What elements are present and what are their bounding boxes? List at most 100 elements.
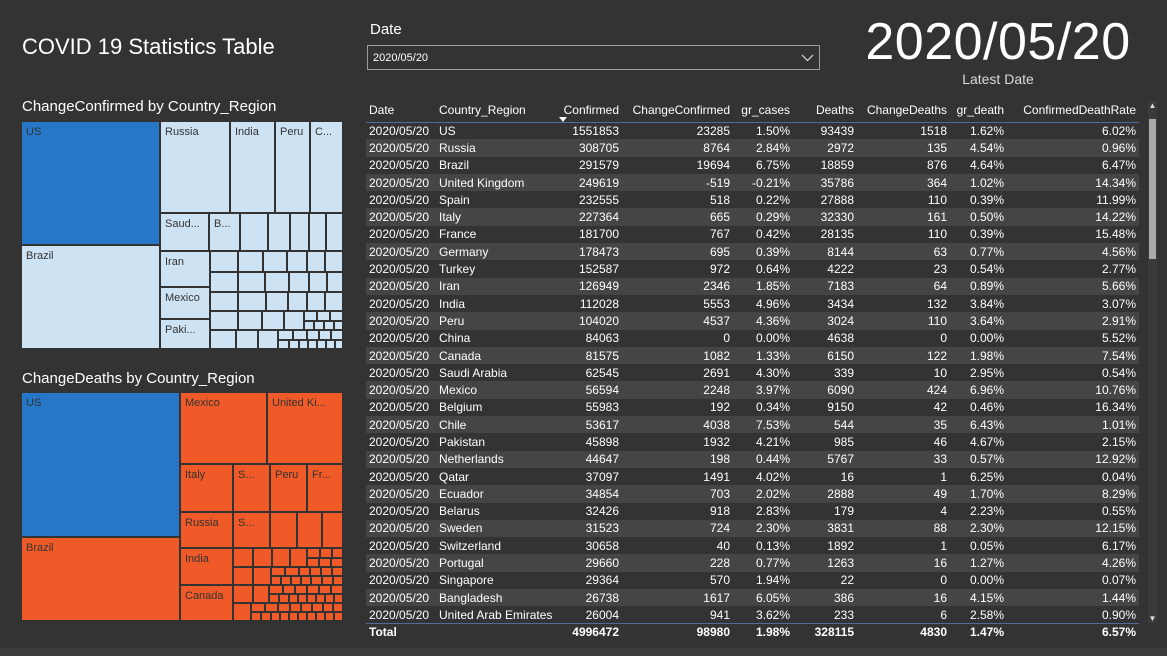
table-row[interactable]: 2020/05/20 United Arab Emirates 26004 941 3.… <box>366 606 1139 624</box>
column-header-confirmed[interactable]: Confirmed <box>556 98 622 123</box>
tile-small[interactable] <box>272 548 290 567</box>
tile-india[interactable]: India <box>180 548 233 585</box>
tile-small[interactable] <box>307 585 319 594</box>
tile-small[interactable] <box>210 330 236 349</box>
tile-small[interactable] <box>238 272 265 292</box>
tile-small[interactable] <box>325 612 334 621</box>
scroll-up-icon[interactable]: ▲ <box>1148 101 1157 110</box>
tile-small[interactable] <box>331 558 343 567</box>
table-row[interactable]: 2020/05/20 Pakistan 45898 1932 4.21% 985 46 4.6… <box>366 433 1139 451</box>
tile-small[interactable] <box>269 585 283 594</box>
tile-mexico[interactable]: Mexico <box>160 287 210 319</box>
tile-small[interactable] <box>233 603 251 621</box>
tile-small[interactable] <box>271 612 280 621</box>
tile-small[interactable] <box>233 567 253 585</box>
table-row[interactable]: 2020/05/20 France 181700 767 0.42% 28135 110 0.… <box>366 225 1139 244</box>
tile-small[interactable] <box>270 512 297 548</box>
tile-small[interactable] <box>295 585 307 594</box>
date-slicer-dropdown[interactable]: 2020/05/20 <box>367 45 820 70</box>
table-row[interactable]: 2020/05/20 Brazil 291579 19694 6.75% 18859 876… <box>366 156 1139 174</box>
tile-small[interactable] <box>289 340 299 349</box>
tile-small[interactable] <box>233 585 253 603</box>
tile-small[interactable] <box>293 330 307 340</box>
tile-peru[interactable]: Peru <box>270 464 307 512</box>
tile-c[interactable]: C... <box>310 121 343 213</box>
tile-small[interactable] <box>265 603 278 612</box>
table-row[interactable]: 2020/05/20 Mexico 56594 2248 3.97% 6090 424 6.9… <box>366 381 1139 399</box>
tile-small[interactable] <box>307 330 319 340</box>
tile-small[interactable] <box>327 272 343 292</box>
tile-small[interactable] <box>304 321 314 330</box>
tile-small[interactable] <box>316 594 325 603</box>
table-row[interactable]: 2020/05/20 Switzerland 30658 40 0.13% 1892 1 0.… <box>366 537 1139 555</box>
tile-india[interactable]: India <box>230 121 275 213</box>
column-header-change-deaths[interactable]: ChangeDeaths <box>857 98 950 123</box>
table-scrollbar[interactable]: ▲ ▼ <box>1148 101 1157 623</box>
tile-small[interactable] <box>311 576 322 585</box>
tile-small[interactable] <box>297 512 322 548</box>
scrollbar-thumb[interactable] <box>1149 119 1156 259</box>
column-header-gr-cases[interactable]: gr_cases <box>733 98 793 123</box>
tile-small[interactable] <box>238 251 263 272</box>
tile-small[interactable] <box>333 603 343 612</box>
table-row[interactable]: 2020/05/20 Sweden 31523 724 2.30% 3831 88 2.30%… <box>366 519 1139 538</box>
tile-small[interactable] <box>309 213 326 251</box>
tile-small[interactable] <box>265 272 289 292</box>
column-header-date[interactable]: Date <box>366 98 436 123</box>
tile-small[interactable] <box>301 603 312 612</box>
tile-small[interactable] <box>321 567 332 576</box>
tile-small[interactable] <box>322 576 333 585</box>
tile-small[interactable] <box>271 576 281 585</box>
tile-peru[interactable]: Peru <box>275 121 310 213</box>
tile-small[interactable] <box>334 594 343 603</box>
table-row[interactable]: 2020/05/20 Italy 227364 665 0.29% 32330 161 0.5… <box>366 208 1139 226</box>
tile-small[interactable] <box>332 548 343 558</box>
tile-small[interactable] <box>307 594 316 603</box>
tile-small[interactable] <box>325 292 343 311</box>
tile-small[interactable] <box>271 567 285 576</box>
tile-russia[interactable]: Russia <box>160 121 230 213</box>
tile-small[interactable] <box>278 330 293 340</box>
table-row[interactable]: 2020/05/20 Ecuador 34854 703 2.02% 2888 49 1.70… <box>366 485 1139 503</box>
table-row[interactable]: 2020/05/20 United Kingdom 249619 -519 -0.21%… <box>366 173 1139 192</box>
tile-small[interactable] <box>278 603 290 612</box>
table-row[interactable]: 2020/05/20 Chile 53617 4038 7.53% 544 35 6.43% 1… <box>366 416 1139 434</box>
tile-small[interactable] <box>298 612 307 621</box>
tile-brazil[interactable]: Brazil <box>21 245 160 349</box>
table-row[interactable]: 2020/05/20 Singapore 29364 570 1.94% 22 0 0.00%… <box>366 571 1139 590</box>
tile-small[interactable] <box>331 585 343 594</box>
tile-small[interactable] <box>307 548 320 558</box>
tile-small[interactable] <box>266 292 288 311</box>
tile-small[interactable] <box>289 594 298 603</box>
tile-united-kingdom[interactable]: United Ki... <box>267 392 343 464</box>
tile-small[interactable] <box>307 251 325 272</box>
tile-small[interactable] <box>238 292 266 311</box>
tile-small[interactable] <box>307 292 325 311</box>
tile-small[interactable] <box>236 330 258 349</box>
tile-brazil[interactable]: Brazil <box>21 537 180 621</box>
tile-small[interactable] <box>261 612 271 621</box>
tile-small[interactable] <box>290 603 301 612</box>
tile-small[interactable] <box>233 548 253 567</box>
tile-small[interactable] <box>334 612 343 621</box>
tile-small[interactable] <box>319 558 331 567</box>
tile-small[interactable] <box>210 272 238 292</box>
tile-small[interactable] <box>289 272 309 292</box>
column-header-country[interactable]: Country_Region <box>436 98 556 123</box>
tile-small[interactable] <box>317 340 326 349</box>
table-row[interactable]: 2020/05/20 Russia 308705 8764 2.84% 2972 135 4.… <box>366 139 1139 157</box>
tile-small[interactable] <box>287 251 307 272</box>
tile-small[interactable] <box>309 272 327 292</box>
tile-paki[interactable]: Paki... <box>160 319 210 349</box>
tile-small[interactable] <box>325 594 334 603</box>
tile-small[interactable] <box>280 612 289 621</box>
table-row[interactable]: 2020/05/20 Saudi Arabia 62545 2691 4.30% 339 1… <box>366 364 1139 382</box>
tile-small[interactable] <box>308 340 317 349</box>
table-row[interactable]: 2020/05/20 Peru 104020 4537 4.36% 3024 110 3.64… <box>366 312 1139 330</box>
table-row[interactable]: 2020/05/20 China 84063 0 0.00% 4638 0 0.00% 5.52… <box>366 329 1139 347</box>
tile-small[interactable] <box>210 251 238 272</box>
tile-small[interactable] <box>326 340 335 349</box>
table-row[interactable]: 2020/05/20 Iran 126949 2346 1.85% 7183 64 0.89%… <box>366 277 1139 295</box>
tile-us[interactable]: US <box>21 392 180 537</box>
tile-small[interactable] <box>332 567 343 576</box>
